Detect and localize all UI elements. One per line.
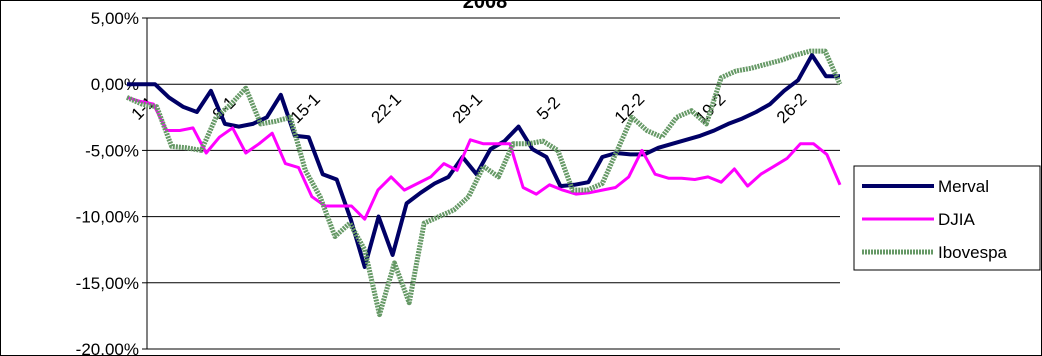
legend: Merval DJIA Ibovespa	[853, 165, 1041, 271]
legend-label-merval: Merval	[938, 177, 989, 196]
y-tick-label: 5,00%	[91, 9, 139, 28]
legend-label-ibovespa: Ibovespa	[938, 243, 1008, 262]
chart-title: 2008	[463, 0, 508, 13]
series-line-djia	[126, 95, 842, 221]
series-lines	[125, 48, 843, 318]
axes	[142, 17, 148, 350]
y-tick-label: -10,00%	[76, 208, 139, 227]
y-tick-label: -5,00%	[85, 141, 139, 160]
y-tick-label: -15,00%	[76, 274, 139, 293]
y-tick-label: 0,00%	[91, 75, 139, 94]
series-line-merval	[127, 53, 840, 269]
legend-label-djia: DJIA	[938, 210, 976, 229]
gridlines	[147, 17, 840, 350]
y-tick-label: -20,00%	[76, 340, 139, 356]
y-tick-labels: 5,00% 0,00% -5,00% -10,00% -15,00% -20,00%	[76, 9, 139, 356]
series-line-ibovespa	[125, 48, 843, 318]
